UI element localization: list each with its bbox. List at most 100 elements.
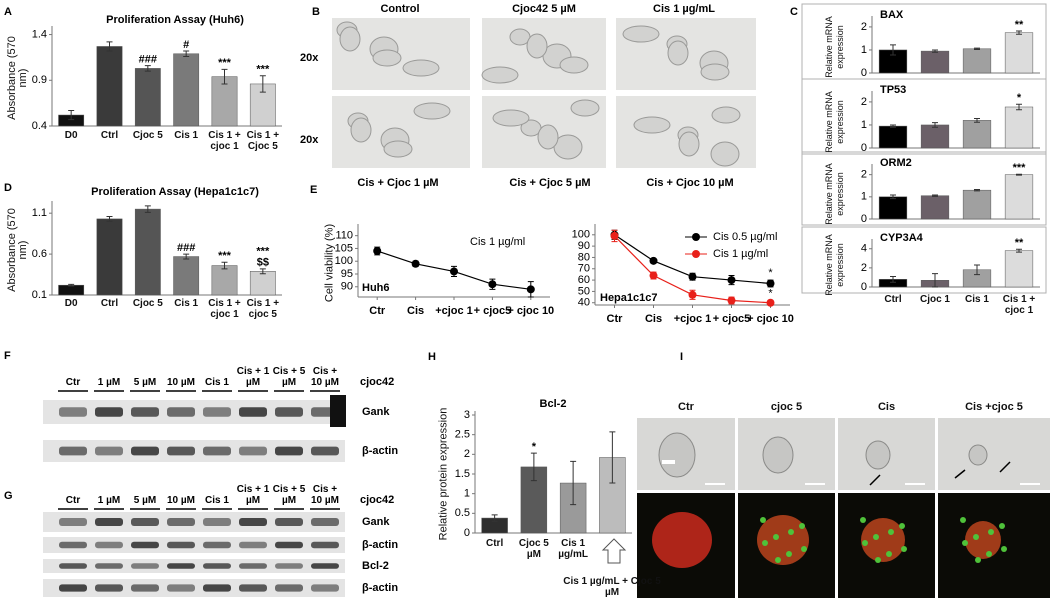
y-tick-label: 90	[578, 240, 590, 252]
significance: ***	[1013, 162, 1027, 174]
cell	[383, 140, 413, 158]
error-bar	[890, 194, 896, 200]
y-tick-label: 70	[578, 263, 590, 275]
panel-letter: B	[312, 6, 320, 18]
error-bar	[932, 194, 938, 197]
y-tick-label: 60	[578, 274, 590, 286]
point	[411, 259, 420, 268]
blot-band	[131, 518, 159, 526]
cell	[526, 33, 548, 59]
blot-band	[203, 584, 231, 592]
green-stain	[962, 540, 968, 546]
green-stain	[760, 517, 766, 523]
x-tick-label: Cis 1 µg/mL + Cjoc 5 µM	[563, 576, 661, 598]
cell	[339, 26, 361, 52]
y-tick-label: 0.4	[32, 120, 47, 132]
bar	[1004, 250, 1034, 288]
panel-frame	[801, 78, 1047, 155]
bar	[211, 265, 238, 296]
x-tick-label: Ctrl	[486, 538, 504, 549]
green-stain	[901, 546, 907, 552]
y-tick-label: 90	[341, 281, 353, 293]
green-stain	[973, 534, 979, 540]
bar	[96, 46, 123, 127]
gene-name: BAX	[880, 9, 904, 21]
cell	[762, 436, 794, 474]
y-tick-label: 1.5	[455, 468, 470, 480]
y-axis-label: Absorbance (570 nm)	[6, 36, 29, 120]
green-stain	[799, 523, 805, 529]
lane-label: Cis + 10 µM	[311, 484, 339, 506]
x-tick-label: Cis	[407, 305, 424, 317]
point	[727, 276, 736, 285]
x-tick-label: + cjoc5	[713, 313, 751, 325]
blot-band	[167, 541, 195, 549]
gene-name: TP53	[880, 84, 906, 96]
chart-title: Proliferation Assay (Hepa1c1c7)	[91, 186, 259, 198]
blot-band	[59, 446, 87, 456]
blot-band	[275, 518, 303, 526]
x-tick-label: Cjoc 1	[919, 294, 950, 305]
bar	[559, 482, 587, 534]
lane-label: 5 µM	[133, 495, 157, 506]
green-stain	[875, 557, 881, 563]
blot-band	[167, 563, 195, 569]
point	[766, 279, 775, 288]
bar	[1004, 32, 1034, 74]
error-bar	[144, 65, 151, 72]
cell	[537, 124, 559, 150]
blot-band	[95, 563, 123, 569]
x-tick-label: D0	[64, 298, 78, 309]
image-label: cjoc 5	[770, 401, 803, 413]
bar	[920, 195, 950, 220]
panel-frame	[801, 151, 1047, 226]
green-stain	[960, 517, 966, 523]
panel-letter: I	[680, 351, 683, 363]
legend-marker	[692, 233, 700, 241]
error-bar	[932, 273, 938, 288]
chart-title: Bcl-2	[540, 398, 567, 410]
y-tick-label: 0.5	[455, 507, 470, 519]
point	[649, 256, 658, 265]
y-tick-label: 1	[464, 488, 470, 500]
y-tick-label: 3	[464, 409, 470, 421]
error-bar	[932, 122, 938, 128]
blot-band	[203, 407, 231, 417]
y-axis-label: Relative mRNA expression	[824, 234, 845, 296]
gene-name: ORM2	[880, 157, 912, 169]
red-stain	[965, 521, 1001, 559]
blot-band	[311, 518, 339, 526]
panel-letter: E	[310, 184, 317, 196]
legend-label: Cis 1 µg/ml	[713, 248, 768, 260]
blot-band	[311, 584, 339, 592]
x-tick-label: Cis 1 + cjoc 1	[208, 130, 241, 152]
green-stain	[888, 529, 894, 535]
x-tick-label: Cis 1	[174, 298, 199, 309]
error-bar	[221, 68, 228, 85]
bar	[134, 68, 161, 127]
cell-line-label: Hepa1c1c7	[600, 292, 658, 304]
blot-band	[275, 563, 303, 569]
image-label: Ctr	[678, 401, 694, 413]
cell	[678, 131, 700, 157]
error-bar	[932, 49, 938, 53]
x-tick-label: Cjoc 5	[132, 130, 163, 141]
cell	[700, 63, 730, 81]
point	[688, 272, 697, 281]
y-tick-label: 80	[578, 251, 590, 263]
blot-band	[59, 541, 87, 549]
y-tick-label: 100	[335, 255, 353, 267]
error-bar	[106, 215, 113, 222]
point	[488, 280, 497, 289]
image-label: Control	[380, 3, 419, 15]
y-tick-label: 2	[861, 21, 867, 33]
magnification: 20x	[300, 52, 319, 64]
x-tick-label: Cis	[645, 313, 662, 325]
blot-band	[167, 518, 195, 526]
y-tick-label: 2	[861, 169, 867, 181]
lane-label: 1 µM	[97, 377, 121, 388]
image-label: Cis + Cjoc 1 µM	[357, 177, 438, 189]
x-tick-label: +cjoc 1	[674, 313, 712, 325]
point	[766, 298, 775, 307]
